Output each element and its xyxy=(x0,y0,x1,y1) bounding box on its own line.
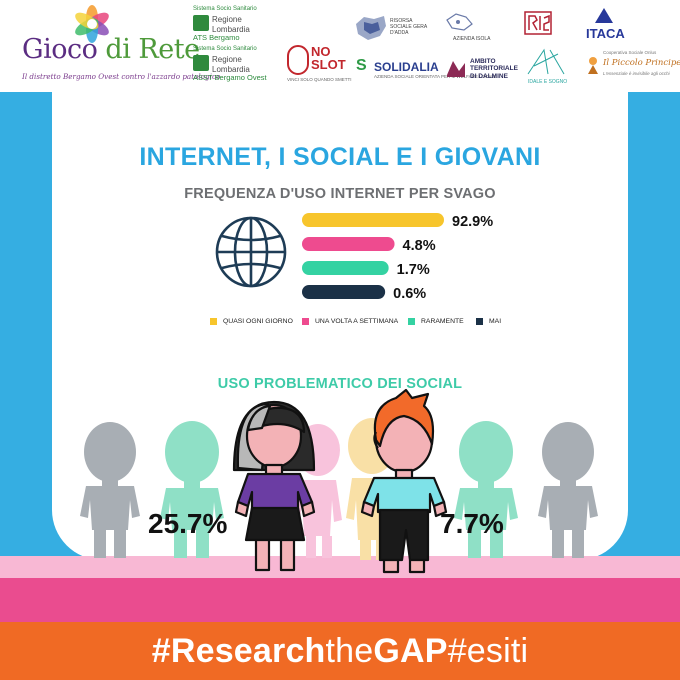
boy-figure-icon xyxy=(360,388,448,574)
solidalia-tagline: AZIENDA SOCIALE ORIENTATA PER IL WELFARE… xyxy=(374,74,497,79)
legend-item-never: MAI xyxy=(476,318,501,325)
project-title: Gioco di Rete xyxy=(22,34,200,65)
legend-label: MAI xyxy=(489,318,502,325)
noslot-logo: NO SLOT xyxy=(311,44,346,72)
partner-asst-name: Regione Lombardia xyxy=(212,55,250,74)
map-icon xyxy=(356,16,386,40)
azienda-isola-icon xyxy=(446,13,473,31)
person-teal-right-icon xyxy=(454,421,518,558)
bar-3 xyxy=(302,285,386,299)
bar-1 xyxy=(302,237,395,251)
partner-asst: Sistema Socio Sanitario xyxy=(193,46,257,52)
gioco-di-rete-logo-icon xyxy=(75,5,109,43)
legend-swatch xyxy=(476,318,483,325)
footer-hashtag: #ResearchtheGAP#esiti xyxy=(151,632,529,670)
legend-label: RARAMENTE xyxy=(421,318,464,325)
piccolo-principe-logo: Il Piccolo Principe xyxy=(603,58,680,68)
female-percentage: 25.7% xyxy=(148,508,228,539)
male-percentage: 7.7% xyxy=(440,508,504,539)
piccolo-principe-tagline: L'essenziale è invisibile agli occhi xyxy=(603,71,670,76)
bar-2 xyxy=(302,261,389,275)
chart-subtitle: FREQUENZA D'USO INTERNET PER SVAGO xyxy=(184,186,496,202)
partner-asst-sub: ASST Bergamo Ovest xyxy=(193,73,267,82)
bar-0 xyxy=(302,213,444,227)
legend-item-daily: QUASI OGNI GIORNO xyxy=(210,318,293,325)
legend-swatch xyxy=(408,318,415,325)
itaca-logo: ITACA xyxy=(586,26,625,41)
itaca-icon xyxy=(595,8,613,23)
bar-value-label-2: 1.7% xyxy=(397,262,430,278)
legend-label: QUASI OGNI GIORNO xyxy=(223,318,293,325)
solidalia-logo: SOLIDALIA xyxy=(374,60,439,74)
noslot-tagline: VINCI SOLO QUANDO SMETTI xyxy=(287,77,352,82)
sogno-label: IDALE E SOGNO xyxy=(528,79,568,85)
legend-item-rarely: RARAMENTE xyxy=(408,318,464,325)
lombardia-icon xyxy=(193,55,209,71)
content-panel xyxy=(52,92,628,560)
azienda-isola-label: AZIENDA ISOLA xyxy=(453,36,491,42)
piccolo-principe-sub: Cooperativa Sociale Onlus xyxy=(603,50,657,55)
person-gray-left-icon xyxy=(80,422,140,558)
bar-value-label-3: 0.6% xyxy=(393,286,426,302)
noslot-logo-icon xyxy=(287,45,309,75)
bar-value-label-1: 4.8% xyxy=(403,238,436,254)
lombardia-icon xyxy=(193,15,209,31)
piccolo-principe-icon xyxy=(588,57,598,74)
partner-ats-sub: ATS Bergamo xyxy=(193,33,240,42)
social-section-title: USO PROBLEMATICO DEI SOCIAL xyxy=(217,376,463,392)
page-title: INTERNET, I SOCIAL E I GIOVANI xyxy=(139,143,541,171)
person-gray-right-icon xyxy=(538,422,598,558)
legend-label: UNA VOLTA A SETTIMANA xyxy=(315,318,399,325)
legend-swatch xyxy=(210,318,217,325)
rete-sociale-label: RISORSA SOCIALE GERA D'ADDA xyxy=(390,18,427,36)
project-tagline: Il distretto Bergamo Ovest contro l'azza… xyxy=(22,72,221,81)
sogno-icon xyxy=(527,48,565,75)
footer-bar xyxy=(0,622,680,680)
ris-logo-icon xyxy=(524,11,552,35)
legend-item-weekly: UNA VOLTA A SETTIMANA xyxy=(302,318,398,325)
ambito-icon xyxy=(447,61,465,77)
girl-figure-icon xyxy=(232,400,316,572)
legend-swatch xyxy=(302,318,309,325)
bar-value-label-0: 92.9% xyxy=(452,214,493,230)
partner-ats: Sistema Socio Sanitario xyxy=(193,6,257,12)
floor-band xyxy=(0,578,680,622)
ambito-logo: AMBITO TERRITORIALE DI DALMINE xyxy=(470,58,518,80)
globe-icon xyxy=(215,216,287,288)
solidalia-icon: S xyxy=(356,57,367,74)
partner-ats-name: Regione Lombardia xyxy=(212,15,250,34)
person-teal-left-icon xyxy=(160,421,224,558)
header: Gioco di Rete Il distretto Bergamo Ovest… xyxy=(0,0,680,92)
floor-light xyxy=(0,556,680,578)
